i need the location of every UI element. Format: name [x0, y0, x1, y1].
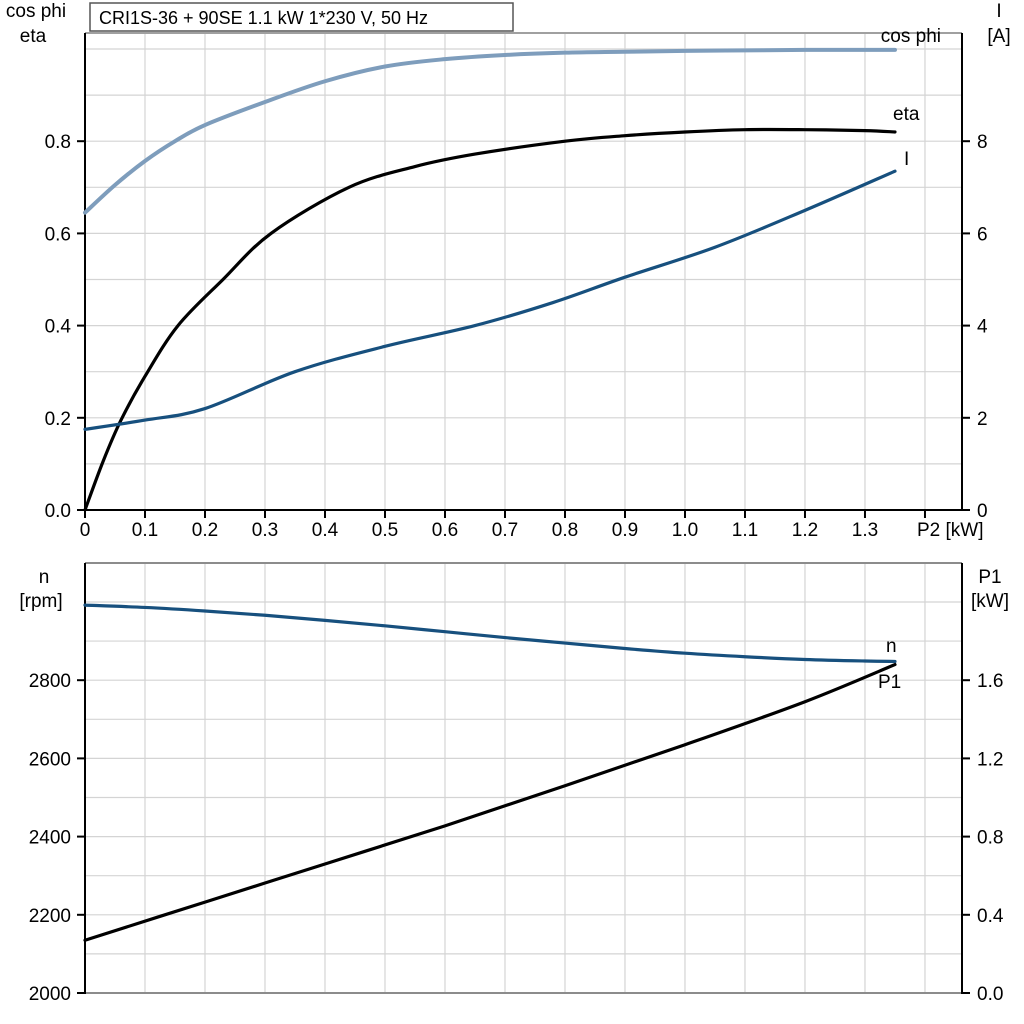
- left-tick-label: 2400: [29, 828, 71, 849]
- curve-label-n: n: [886, 636, 897, 657]
- curve-n: [83, 603, 897, 664]
- curve-eta: [83, 127, 897, 512]
- left-tick-label: 0.4: [45, 317, 72, 338]
- bottom-left-axis-label-line1: n: [39, 567, 50, 588]
- chart-title-box: CRI1S-36 + 90SE 1.1 kW 1*230 V, 50 Hz: [89, 2, 514, 32]
- curve-i: [83, 169, 897, 431]
- curve-label-eta: eta: [893, 104, 920, 125]
- chart-title: CRI1S-36 + 90SE 1.1 kW 1*230 V, 50 Hz: [99, 8, 428, 28]
- curve-label-cos-phi: cos phi: [881, 26, 941, 47]
- x-tick-label: 0.2: [192, 520, 218, 541]
- bottom-left-axis-label-line2: [rpm]: [19, 591, 62, 612]
- curve-p1: [83, 662, 897, 942]
- left-tick-label: 0.6: [45, 224, 71, 245]
- right-tick-label: 1.6: [977, 671, 1003, 692]
- x-tick-label: 0.4: [312, 520, 339, 541]
- x-tick-label: 0: [80, 520, 91, 541]
- right-tick-label: 0: [977, 501, 988, 522]
- curve-cos-phi: [83, 47, 897, 215]
- right-tick-label: 2: [977, 409, 988, 430]
- left-tick-label: 0.8: [45, 132, 71, 153]
- x-tick-label: 0.1: [132, 520, 158, 541]
- x-tick-label: 0.7: [492, 520, 518, 541]
- bottom-right-axis-label-line1: P1: [978, 567, 1001, 588]
- x-tick-label: 0.8: [552, 520, 578, 541]
- right-tick-label: 8: [977, 132, 988, 153]
- right-tick-label: 0.4: [977, 906, 1004, 927]
- right-tick-label: 1.2: [977, 749, 1003, 770]
- charts-layer: 0 0.1 0.2 0.3 0.4 0.5 0.6 0.7 0.8 0.9 1.0 1.1 1.2 1.3…: [29, 26, 1004, 1005]
- left-tick-label: 2600: [29, 749, 71, 770]
- left-tick-label: 2000: [29, 984, 71, 1005]
- left-tick-label: 2200: [29, 906, 71, 927]
- curve-label-i: I: [904, 149, 909, 170]
- top-left-axis-label-line2: eta: [20, 26, 47, 47]
- top-chart: 0 0.1 0.2 0.3 0.4 0.5 0.6 0.7 0.8 0.9 1.0 1.1 1.2 1.3…: [45, 26, 988, 541]
- bottom-chart: 2000 2200 2400 2600 2800 0.0 0.4 0.8 1.2 1.6 n P1: [29, 562, 1004, 1005]
- top-right-axis-label-line2: [A]: [987, 26, 1010, 47]
- x-tick-label: 1.0: [672, 520, 698, 541]
- x-tick-label: 1.2: [792, 520, 818, 541]
- top-right-axis-label-line1: I: [996, 1, 1001, 22]
- x-tick-label: 1.3: [852, 520, 878, 541]
- x-axis-label: P2 [kW]: [917, 520, 984, 541]
- left-tick-label: 2800: [29, 671, 71, 692]
- right-tick-label: 4: [977, 317, 988, 338]
- chart-title-box-frame: [89, 2, 514, 32]
- x-tick-label: 0.9: [612, 520, 638, 541]
- right-tick-label: 0.8: [977, 828, 1003, 849]
- top-left-axis-label-line1: cos phi: [6, 1, 66, 22]
- left-tick-label: 0.0: [45, 501, 71, 522]
- x-tick-label: 1.1: [732, 520, 758, 541]
- curve-label-p1: P1: [878, 672, 901, 693]
- x-tick-label: 0.3: [252, 520, 278, 541]
- right-tick-label: 0.0: [977, 984, 1003, 1005]
- x-tick-label: 0.5: [372, 520, 398, 541]
- x-tick-label: 0.6: [432, 520, 458, 541]
- left-tick-label: 0.2: [45, 409, 71, 430]
- right-tick-label: 6: [977, 224, 988, 245]
- bottom-right-axis-label-line2: [kW]: [971, 591, 1009, 612]
